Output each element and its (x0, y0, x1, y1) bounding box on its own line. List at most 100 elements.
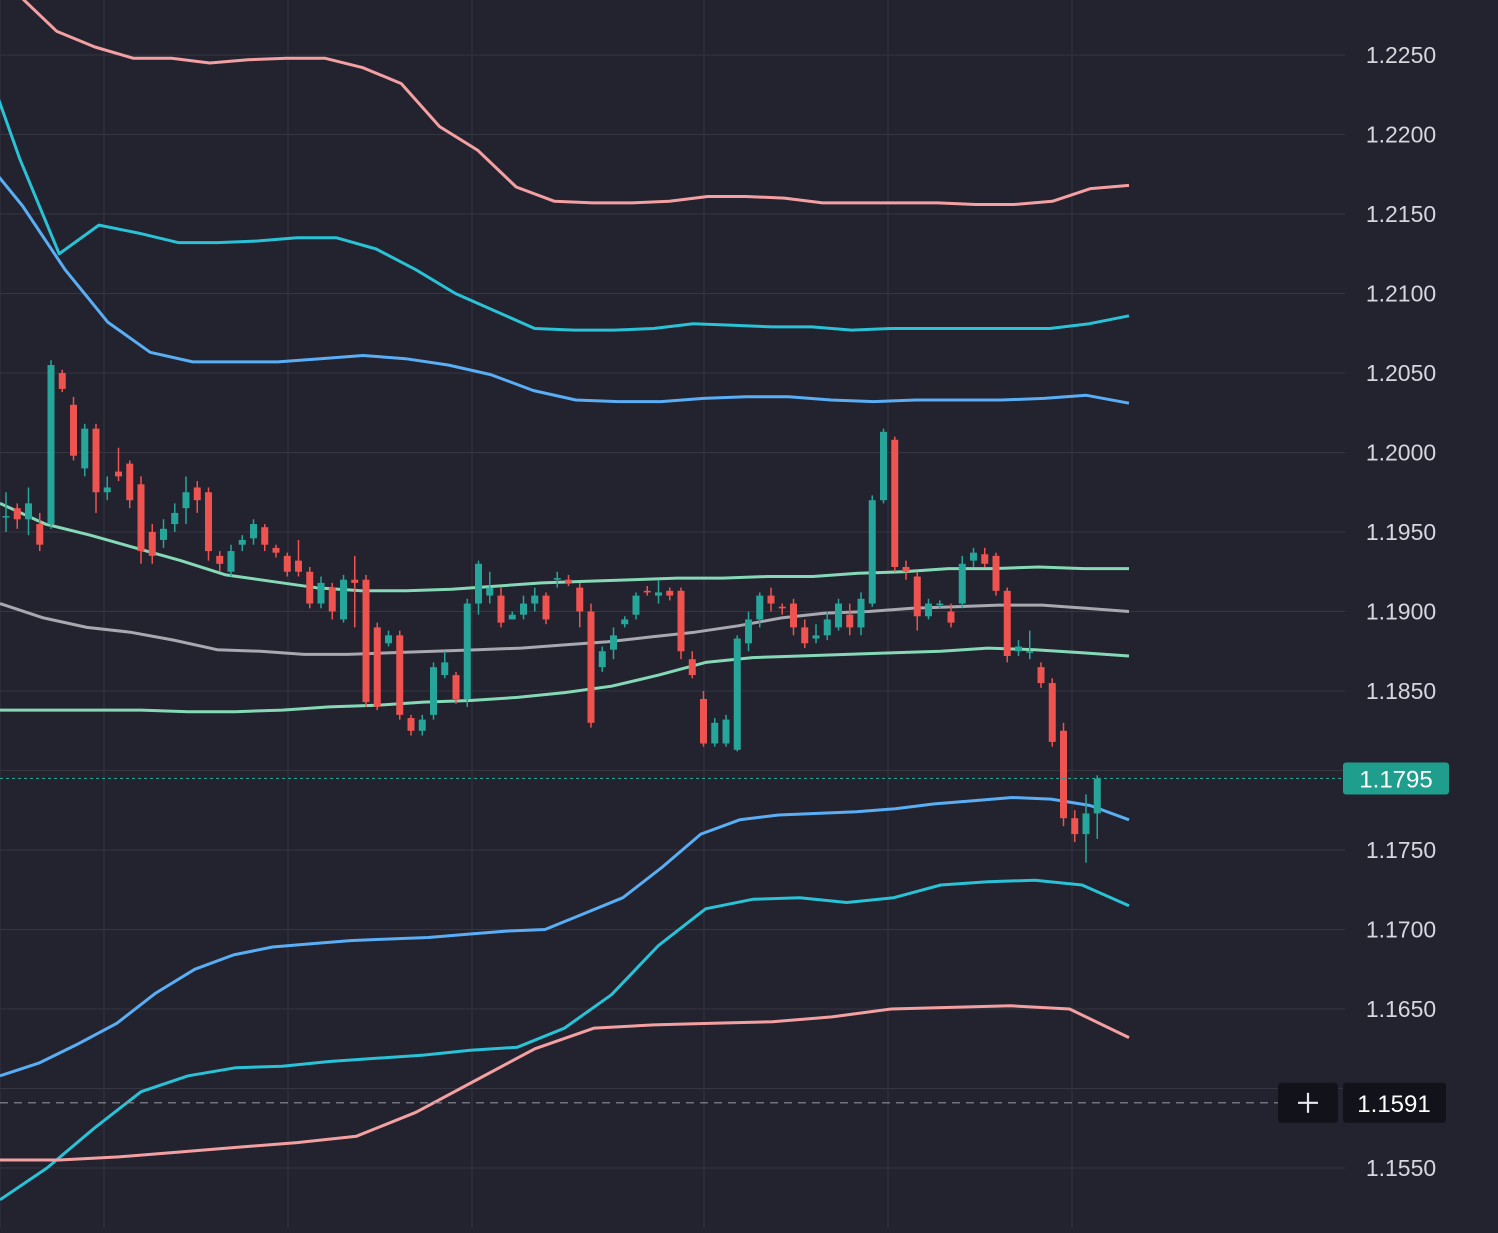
candle-body (958, 563, 966, 604)
band-line (0, 98, 1130, 332)
candle-body (340, 579, 347, 620)
candle (193, 481, 201, 513)
candle (970, 547, 977, 567)
candle (610, 627, 617, 660)
candle-body (621, 619, 629, 625)
y-tick-label: 1.1950 (1366, 519, 1436, 545)
candle-body (328, 587, 336, 612)
candle (452, 671, 460, 704)
band-line (0, 602, 1130, 656)
candle-body (103, 487, 111, 493)
candle (958, 555, 966, 609)
candle-body (913, 576, 921, 617)
candle (925, 598, 932, 620)
candle (632, 592, 640, 620)
plus-icon[interactable] (1278, 1082, 1338, 1123)
candle (688, 651, 696, 679)
candle-body (733, 638, 741, 750)
candle-body (497, 595, 505, 623)
candle (160, 519, 167, 548)
candle (430, 662, 437, 720)
candle-body (351, 579, 359, 583)
candle (25, 487, 32, 536)
candle-body (1082, 813, 1090, 835)
price-axis[interactable]: 1.2250 1.2200 1.2150 1.2100 1.2050 1.2000 1.19… (1366, 42, 1436, 1181)
y-tick-label: 1.1650 (1366, 996, 1436, 1022)
candle (328, 582, 336, 620)
candle (542, 592, 550, 625)
candle-body (936, 603, 944, 606)
candle-body (306, 571, 314, 604)
candle-body (261, 527, 269, 545)
candle (396, 630, 404, 720)
candle-body (508, 614, 516, 620)
candle (778, 603, 786, 615)
candle-body (925, 603, 932, 617)
candle-body (1015, 646, 1022, 652)
candle-body (396, 635, 404, 715)
candle-body (565, 579, 572, 583)
candle (587, 603, 595, 728)
candle (508, 611, 516, 620)
candle-body (126, 463, 134, 501)
candle-body (1060, 730, 1067, 819)
candle (846, 603, 854, 636)
candle (475, 560, 482, 615)
crosshair-price-badge: 1.1591 (1343, 1082, 1446, 1123)
candle (148, 524, 156, 564)
candle-body (486, 587, 494, 596)
y-tick-label: 1.2200 (1366, 122, 1436, 148)
candle-body (385, 635, 392, 644)
last-price-badge: 1.1795 (1343, 762, 1449, 795)
candle-body (283, 555, 291, 572)
candle-body (115, 471, 122, 477)
candle (1026, 630, 1034, 660)
candle (1048, 678, 1056, 747)
candle (733, 635, 741, 752)
candle-body (756, 595, 764, 620)
candle-body (137, 484, 145, 552)
candle-body (610, 635, 617, 650)
candle (666, 587, 674, 601)
candle-body (452, 675, 460, 699)
candle-body (553, 578, 561, 580)
candle-body (25, 503, 32, 520)
candle (227, 544, 235, 577)
candle (553, 571, 561, 588)
band-line (0, 1004, 1130, 1162)
bands (0, 0, 1130, 1202)
candle (823, 611, 831, 641)
candle (880, 428, 887, 504)
candle-body (430, 667, 437, 715)
y-tick-label: 1.2000 (1366, 440, 1436, 466)
candle (1037, 662, 1045, 688)
candle (306, 566, 314, 609)
y-tick-label: 1.2100 (1366, 281, 1436, 307)
candle-body (992, 555, 1000, 591)
crosshair-price-badge-bg (1343, 1082, 1446, 1123)
candle (261, 524, 269, 552)
candle (1003, 587, 1011, 663)
candle (711, 718, 719, 747)
candle (981, 547, 989, 567)
candle-body (778, 606, 786, 609)
candle (891, 436, 899, 572)
band-line (0, 502, 1129, 593)
candle-body (632, 595, 640, 615)
candle (790, 598, 797, 636)
candle-body (981, 554, 989, 564)
candle (238, 535, 246, 552)
candle-body (520, 603, 527, 615)
candle-body (47, 365, 55, 525)
candle (655, 579, 662, 604)
candle (216, 551, 224, 572)
candle (81, 423, 89, 477)
candle (722, 714, 730, 747)
candle (126, 460, 134, 509)
candle (756, 592, 764, 628)
candle (137, 476, 145, 564)
y-tick-label: 1.2250 (1366, 42, 1436, 68)
candle (643, 586, 651, 596)
